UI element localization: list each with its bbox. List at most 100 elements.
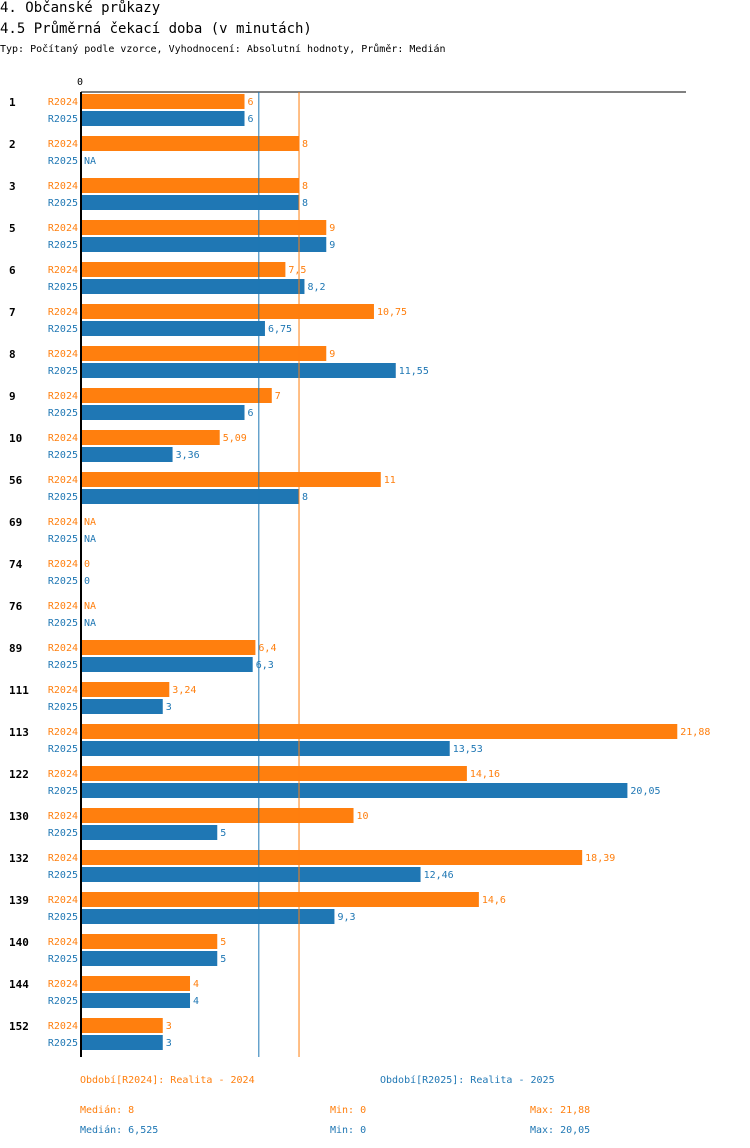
legend-r2025-min: Min: 0 [330, 1125, 367, 1136]
series-label-r2024: R2024 [48, 559, 78, 570]
series-label-r2025: R2025 [48, 534, 78, 545]
series-label-r2024: R2024 [48, 853, 78, 864]
series-label-r2024: R2024 [48, 1021, 78, 1032]
series-label-r2025: R2025 [48, 954, 78, 965]
x-axis-zero-tick-label: 0 [77, 77, 83, 88]
category-label: 10 [9, 432, 22, 445]
data-label-r2025: 20,05 [630, 786, 660, 797]
data-label-r2024: 10 [357, 811, 369, 822]
bar-r2024 [81, 388, 272, 403]
bar-r2025 [81, 489, 300, 504]
category-label: 139 [9, 894, 29, 907]
series-label-r2024: R2024 [48, 685, 78, 696]
data-label-r2025: 9 [329, 240, 335, 251]
bar-r2025 [81, 867, 421, 882]
bar-r2024 [81, 430, 220, 445]
series-label-r2025: R2025 [48, 1038, 78, 1049]
series-label-r2025: R2025 [48, 324, 78, 335]
series-label-r2024: R2024 [48, 643, 78, 654]
bar-r2025 [81, 237, 327, 252]
bar-r2024 [81, 682, 170, 697]
data-label-r2024: 3 [166, 1021, 172, 1032]
legend-r2024-max: Max: 21,88 [530, 1105, 591, 1116]
category-label: 69 [9, 516, 22, 529]
data-label-r2024: 14,6 [482, 895, 506, 906]
category-label: 74 [9, 558, 23, 571]
data-label-r2025: 6 [248, 114, 254, 125]
data-label-r2024: NA [84, 601, 96, 612]
data-label-r2024: 18,39 [585, 853, 615, 864]
bar-r2024 [81, 640, 256, 655]
series-label-r2025: R2025 [48, 114, 78, 125]
bar-r2024 [81, 934, 218, 949]
category-label: 130 [9, 810, 29, 823]
series-label-r2025: R2025 [48, 198, 78, 209]
bar-r2025 [81, 447, 173, 462]
series-label-r2024: R2024 [48, 307, 78, 318]
bar-r2025 [81, 1035, 163, 1050]
category-label: 3 [9, 180, 16, 193]
data-label-r2024: 8 [302, 181, 308, 192]
series-label-r2025: R2025 [48, 786, 78, 797]
series-label-r2025: R2025 [48, 576, 78, 587]
series-label-r2025: R2025 [48, 450, 78, 461]
series-label-r2025: R2025 [48, 240, 78, 251]
data-label-r2025: 9,3 [337, 912, 355, 923]
bar-r2024 [81, 178, 300, 193]
series-label-r2024: R2024 [48, 391, 78, 402]
series-label-r2024: R2024 [48, 181, 78, 192]
bar-r2024 [81, 304, 374, 319]
series-label-r2024: R2024 [48, 769, 78, 780]
category-label: 76 [9, 600, 23, 613]
bar-r2025 [81, 699, 163, 714]
category-label: 140 [9, 936, 29, 949]
category-label: 113 [9, 726, 29, 739]
data-label-r2024: NA [84, 517, 96, 528]
category-label: 5 [9, 222, 16, 235]
series-label-r2025: R2025 [48, 282, 78, 293]
category-label: 9 [9, 390, 16, 403]
data-label-r2024: 7,5 [288, 265, 306, 276]
bar-r2025 [81, 405, 245, 420]
data-label-r2025: 13,53 [453, 744, 483, 755]
series-label-r2025: R2025 [48, 618, 78, 629]
data-label-r2024: 6 [248, 97, 254, 108]
bar-r2024 [81, 472, 381, 487]
bar-r2025 [81, 825, 218, 840]
data-label-r2024: 14,16 [470, 769, 500, 780]
series-label-r2024: R2024 [48, 601, 78, 612]
series-label-r2024: R2024 [48, 433, 78, 444]
series-label-r2024: R2024 [48, 727, 78, 738]
series-label-r2025: R2025 [48, 996, 78, 1007]
bar-r2024 [81, 1018, 163, 1033]
data-label-r2024: 10,75 [377, 307, 407, 318]
category-label: 7 [9, 306, 16, 319]
data-label-r2024: 7 [275, 391, 281, 402]
bar-r2025 [81, 783, 628, 798]
bar-r2025 [81, 321, 265, 336]
data-label-r2024: 11 [384, 475, 396, 486]
bar-r2024 [81, 94, 245, 109]
data-label-r2025: 11,55 [399, 366, 429, 377]
data-label-r2025: 8 [302, 198, 308, 209]
legend-r2025-title: Období[R2025]: Realita - 2025 [380, 1075, 555, 1086]
category-label: 144 [9, 978, 29, 991]
bar-r2025 [81, 951, 218, 966]
data-label-r2025: 6 [248, 408, 254, 419]
bar-r2025 [81, 195, 300, 210]
category-label: 1 [9, 96, 16, 109]
series-label-r2025: R2025 [48, 828, 78, 839]
category-label: 132 [9, 852, 29, 865]
legend-r2024-min: Min: 0 [330, 1105, 367, 1116]
data-label-r2024: 21,88 [680, 727, 710, 738]
bar-r2024 [81, 850, 583, 865]
series-label-r2025: R2025 [48, 744, 78, 755]
data-label-r2025: 6,3 [256, 660, 274, 671]
bar-r2024 [81, 766, 467, 781]
category-label: 6 [9, 264, 16, 277]
data-label-r2025: 12,46 [424, 870, 454, 881]
data-label-r2025: NA [84, 534, 96, 545]
series-label-r2024: R2024 [48, 97, 78, 108]
series-label-r2025: R2025 [48, 912, 78, 923]
bar-r2024 [81, 346, 327, 361]
